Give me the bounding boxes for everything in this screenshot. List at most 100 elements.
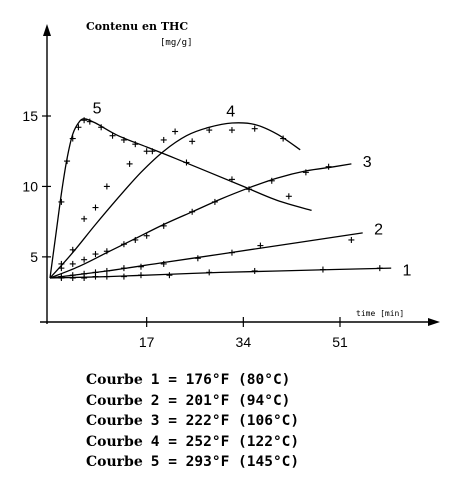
- curve-3-point: [92, 251, 99, 258]
- curve-2-point: [103, 267, 110, 274]
- y-tick-label: 5: [30, 249, 38, 265]
- curve-1-point: [166, 272, 173, 279]
- curve-1-line: [49, 267, 392, 279]
- curve-4-point: [69, 246, 76, 253]
- curve-3-point: [69, 260, 76, 267]
- curve-4-line: [49, 122, 301, 279]
- curve-2-line: [49, 232, 363, 279]
- curve-4-point: [280, 135, 287, 142]
- curve-3-point: [211, 198, 218, 205]
- curve-5-point: [120, 136, 127, 143]
- curve-5-point: [98, 124, 105, 131]
- legend-row: Courbe 5 = 293°F (145°C): [86, 452, 426, 473]
- legend-definition: 1 = 176°F (80°C): [150, 372, 291, 388]
- curve-5-point: [69, 135, 76, 142]
- curve-3-point: [143, 232, 150, 239]
- curve-label-1: 1: [403, 263, 412, 280]
- curve-label-2: 2: [374, 222, 383, 239]
- legend-word: Courbe: [86, 413, 143, 429]
- y-axis-unit: [mg/g]: [160, 38, 193, 48]
- curve-5-point: [64, 158, 71, 165]
- axes: [40, 24, 440, 326]
- curve-5-point: [132, 141, 139, 148]
- curve-2-point: [194, 255, 201, 262]
- curve-5-point: [75, 124, 82, 131]
- curve-2-point: [228, 249, 235, 256]
- legend-word: Courbe: [86, 454, 143, 470]
- curve-5-point: [81, 117, 88, 124]
- curve-3-point: [160, 222, 167, 229]
- legend-definition: 5 = 293°F (145°C): [150, 454, 300, 470]
- curve-5-point: [58, 198, 65, 205]
- x-tick-label: 51: [332, 334, 348, 350]
- curve-2-point: [348, 236, 355, 243]
- curve-2-point: [120, 265, 127, 272]
- curve-1-point: [137, 272, 144, 279]
- curve-4-point: [189, 138, 196, 145]
- curve-2-point: [81, 270, 88, 277]
- curve-3-point: [246, 186, 253, 193]
- curve-1-point: [251, 267, 258, 274]
- curve-2-point: [69, 272, 76, 279]
- curve-3-point: [325, 163, 332, 170]
- markers: [58, 117, 383, 281]
- curve-4-point: [103, 183, 110, 190]
- curve-2-point: [257, 242, 264, 249]
- curve-label-5: 5: [93, 101, 102, 118]
- curve-3-point: [132, 236, 139, 243]
- curve-4-point: [81, 215, 88, 222]
- curve-4-point: [160, 136, 167, 143]
- curve-2-point: [137, 263, 144, 270]
- y-tick-label: 15: [22, 108, 38, 124]
- curve-5-point: [149, 148, 156, 155]
- curve-3-point: [103, 248, 110, 255]
- curve-5-point: [86, 118, 93, 125]
- legend-row: Courbe 3 = 222°F (106°C): [86, 411, 426, 432]
- legend-row: Courbe 4 = 252°F (122°C): [86, 432, 426, 453]
- curve-4-point: [143, 148, 150, 155]
- y-axis-label: Contenu en THC: [86, 20, 188, 33]
- x-tick-label: 34: [236, 334, 252, 350]
- legend: Courbe 1 = 176°F (80°C) Courbe 2 = 201°F (9…: [86, 370, 426, 473]
- x-tick-label: 17: [139, 334, 155, 350]
- curve-2-point: [160, 260, 167, 267]
- curve-4-point: [126, 160, 133, 167]
- curve-3-point: [302, 169, 309, 176]
- y-axis-arrow: [43, 24, 51, 36]
- legend-word: Courbe: [86, 392, 143, 409]
- legend-row: Courbe 2 = 201°F (94°C): [86, 391, 426, 412]
- curve-4-point: [58, 260, 65, 267]
- curve-1-point: [120, 273, 127, 280]
- curve-4-point: [251, 125, 258, 132]
- curve-5-point: [285, 193, 292, 200]
- legend-word: Courbe: [86, 372, 143, 388]
- curve-1-point: [206, 269, 213, 276]
- curve-1-point: [376, 265, 383, 272]
- curve-5-point: [183, 159, 190, 166]
- thc-content-chart: Contenu en THC [mg/g] time [min] 17 34 515…: [22, 20, 440, 350]
- curve-label-4: 4: [226, 103, 235, 120]
- legend-word: Courbe: [86, 433, 143, 450]
- curve-3-point: [81, 256, 88, 263]
- x-axis-label: time [min]: [356, 309, 404, 318]
- x-axis-arrow: [428, 318, 440, 326]
- curve-1-point: [103, 273, 110, 280]
- legend-definition: 4 = 252°F (122°C): [150, 433, 300, 450]
- legend-row: Courbe 1 = 176°F (80°C): [86, 370, 426, 391]
- curves: [49, 118, 392, 279]
- curve-2-point: [58, 273, 65, 280]
- ticks: 17 34 51 5 10 15: [22, 108, 348, 350]
- curve-5-line: [49, 118, 312, 279]
- curve-3-line: [49, 163, 352, 279]
- curve-5-point: [228, 176, 235, 183]
- legend-definition: 2 = 201°F (94°C): [150, 392, 291, 409]
- curve-4-point: [92, 204, 99, 211]
- curve-4-point: [228, 127, 235, 134]
- curve-4-point: [206, 127, 213, 134]
- curve-2-point: [92, 269, 99, 276]
- curve-4-point: [172, 128, 179, 135]
- curve-3-point: [268, 177, 275, 184]
- curve-5-point: [109, 132, 116, 139]
- curve-labels: 1 2 3 4 5: [93, 101, 412, 280]
- legend-definition: 3 = 222°F (106°C): [150, 413, 300, 429]
